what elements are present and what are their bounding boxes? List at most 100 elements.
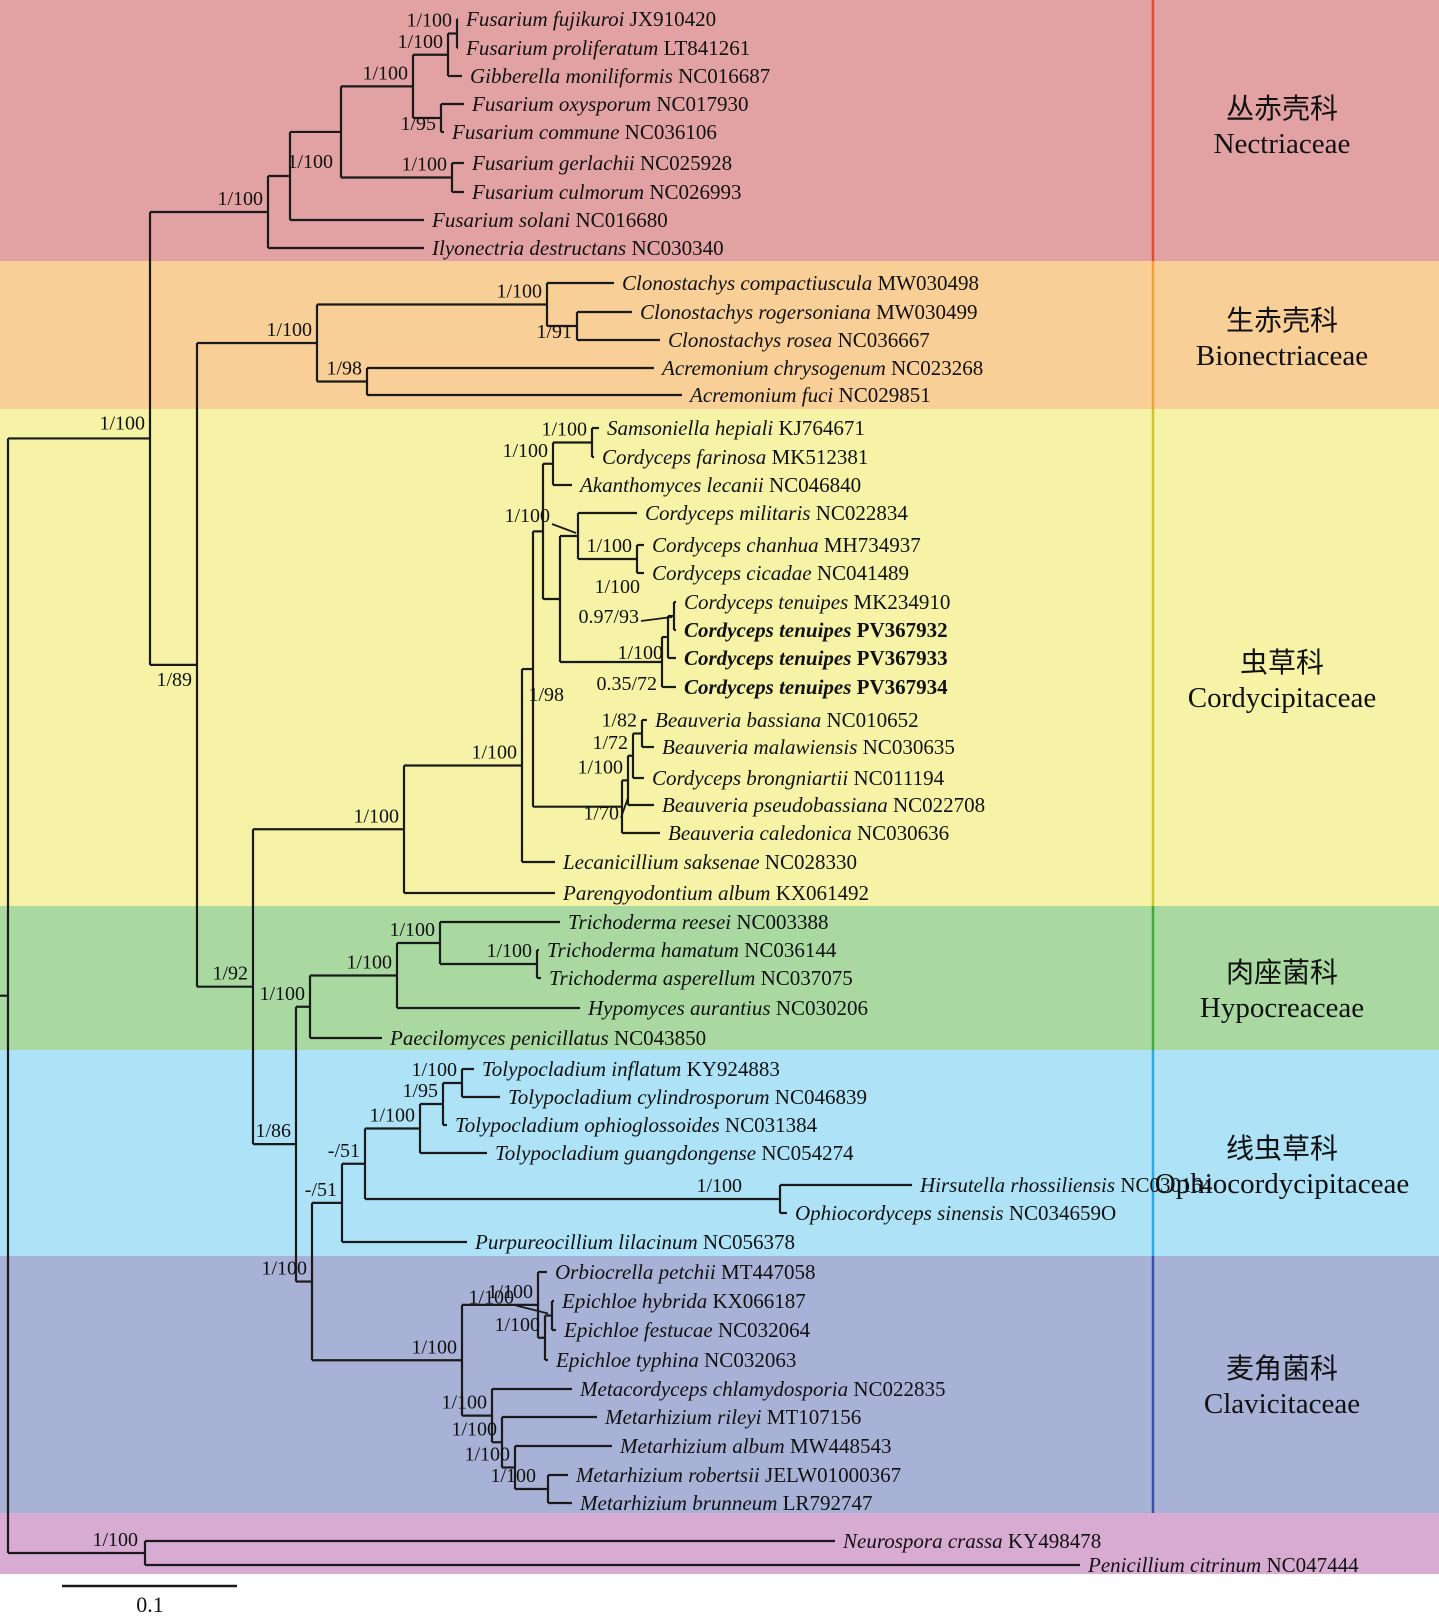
band-ophiocordycipitaceae [0,1050,1439,1256]
taxon-label: Trichoderma asperellum NC037075 [549,966,853,990]
taxon-label: Akanthomyces lecanii NC046840 [578,473,861,497]
taxon-species-name: Cordyceps tenuipes [684,618,857,642]
taxon-label: Clonostachys rosea NC036667 [668,328,930,352]
taxon-label: Purpureocillium lilacinum NC056378 [474,1230,795,1254]
taxon-accession: NC037075 [761,966,853,990]
taxon-label: Cordyceps militaris NC022834 [645,501,908,525]
taxon-label: Ilyonectria destructans NC030340 [431,236,724,260]
taxon-label: Acremonium chrysogenum NC023268 [660,356,983,380]
taxon-label: Cordyceps brongniartii NC011194 [652,766,945,790]
taxon-label: Penicillium citrinum NC047444 [1087,1553,1359,1577]
taxon-accession: NC056378 [703,1230,795,1254]
taxon-label: Cordyceps tenuipes MK234910 [684,590,950,614]
support-value-label: 1/100 [577,756,623,778]
family-label-cn-hypocreaceae: 肉座菌科 [1226,957,1338,989]
taxon-accession: NC022835 [853,1377,945,1401]
support-value-label: 1/98 [326,358,362,380]
taxon-label: Cordyceps farinosa MK512381 [602,445,868,469]
taxon-label: Cordyceps cicadae NC041489 [652,561,909,585]
taxon-accession: NC032064 [718,1318,811,1342]
support-value-label: 1/91 [536,321,572,343]
taxon-label: Paecilomyces penicillatus NC043850 [389,1026,706,1050]
support-pointer-line [551,523,577,534]
support-value-label: 1/100 [486,940,532,962]
taxon-species-name: Epichloe festucae [563,1318,718,1342]
taxon-species-name: Fusarium proliferatum [465,36,664,60]
support-value-label: 1/100 [471,742,517,764]
taxon-species-name: Fusarium gerlachii [471,151,640,175]
taxon-accession: NC023268 [891,356,983,380]
taxon-label: Orbiocrella petchii MT447058 [555,1260,816,1284]
support-value-label: 1/72 [592,732,628,754]
taxon-species-name: Cordyceps militaris [645,501,816,525]
taxon-species-name: Beauveria caledonica [668,821,857,845]
support-value-label: 1/100 [266,319,312,341]
family-label-latin-nectriaceae: Nectriaceae [1214,128,1351,160]
support-value-label: 1/100 [496,281,542,303]
taxon-label: Fusarium commune NC036106 [451,120,717,144]
taxon-label: Metarhizium brunneum LR792747 [579,1491,872,1515]
support-value-label: 1/86 [255,1120,291,1142]
support-value-label: 0.35/72 [596,673,657,695]
taxon-accession: NC046839 [775,1085,867,1109]
taxon-accession: NC016680 [576,208,668,232]
band-hypocreaceae [0,906,1439,1050]
taxon-species-name: Lecanicillium saksenae [562,850,765,874]
taxon-species-name: Cordyceps tenuipes [684,590,854,614]
taxon-label: Cordyceps chanhua MH734937 [652,533,921,557]
taxon-accession: LT841261 [664,36,751,60]
taxon-label: Ophiocordyceps sinensis NC034659O [795,1201,1116,1225]
taxon-accession: NC036144 [744,938,837,962]
taxon-label: Epichloe typhina NC032063 [555,1348,796,1372]
taxon-species-name: Epichloe hybrida [561,1289,712,1313]
taxon-species-name: Metacordyceps chlamydosporia [579,1377,853,1401]
taxon-label: Trichoderma hamatum NC036144 [547,938,837,962]
band-clavicitaceae [0,1256,1439,1513]
taxon-accession: PV367934 [857,675,948,699]
taxon-label: Trichoderma reesei NC003388 [568,910,829,934]
family-label-latin-ophiocordycipitaceae: Ophiocordycipitaceae [1155,1168,1409,1200]
taxon-accession: KX066187 [712,1289,805,1313]
taxon-species-name: Beauveria malawiensis [662,735,863,759]
taxon-label: Metarhizium robertsii JELW01000367 [575,1463,901,1487]
support-value-label: 1/100 [99,412,145,434]
support-value-label: 1/100 [541,419,587,441]
taxon-species-name: Parengyodontium album [562,881,776,905]
taxon-accession: NC028330 [765,850,857,874]
support-value-label: 1/100 [617,642,663,664]
taxon-label: Cordyceps tenuipes PV367932 [684,618,948,642]
taxon-accession: NC036106 [625,120,717,144]
taxon-species-name: Fusarium fujikuroi [465,7,630,31]
taxon-accession: NC046840 [769,473,861,497]
taxon-species-name: Beauveria pseudobassiana [662,793,893,817]
taxon-accession: NC030340 [631,236,723,260]
taxon-species-name: Trichoderma reesei [568,910,736,934]
support-value-label: -/51 [305,1179,337,1201]
taxon-accession: NC054274 [761,1141,854,1165]
taxon-species-name: Fusarium culmorum [471,180,649,204]
family-label-cn-bionectriaceae: 生赤壳科 [1226,305,1338,337]
taxon-label: Clonostachys compactiuscula MW030498 [622,271,979,295]
taxon-species-name: Orbiocrella petchii [555,1260,721,1284]
taxon-label: Parengyodontium album KX061492 [562,881,869,905]
support-value-label: 1/100 [504,505,550,527]
taxon-label: Beauveria bassiana NC010652 [655,708,919,732]
taxon-accession: NC030206 [776,996,868,1020]
taxon-label: Neurospora crassa KY498478 [842,1529,1101,1553]
taxon-species-name: Trichoderma asperellum [549,966,761,990]
family-color-bands [0,0,1439,1574]
taxon-label: Beauveria pseudobassiana NC022708 [662,793,985,817]
tree-branches [0,17,1080,1567]
taxon-accession: KX061492 [776,881,869,905]
taxon-accession: NC034659O [1009,1201,1116,1225]
taxon-accession: MT447058 [721,1260,816,1284]
family-label-cn-nectriaceae: 丛赤壳科 [1226,93,1338,125]
taxon-species-name: Acremonium chrysogenum [660,356,891,380]
taxon-accession: NC026993 [649,180,741,204]
taxon-species-name: Paecilomyces penicillatus [389,1026,614,1050]
taxon-species-name: Metarhizium robertsii [575,1463,765,1487]
support-value-label: 1/92 [212,963,248,985]
taxon-accession: PV367932 [857,618,948,642]
taxon-accession: NC025928 [640,151,732,175]
support-pointer-line [515,1304,549,1315]
